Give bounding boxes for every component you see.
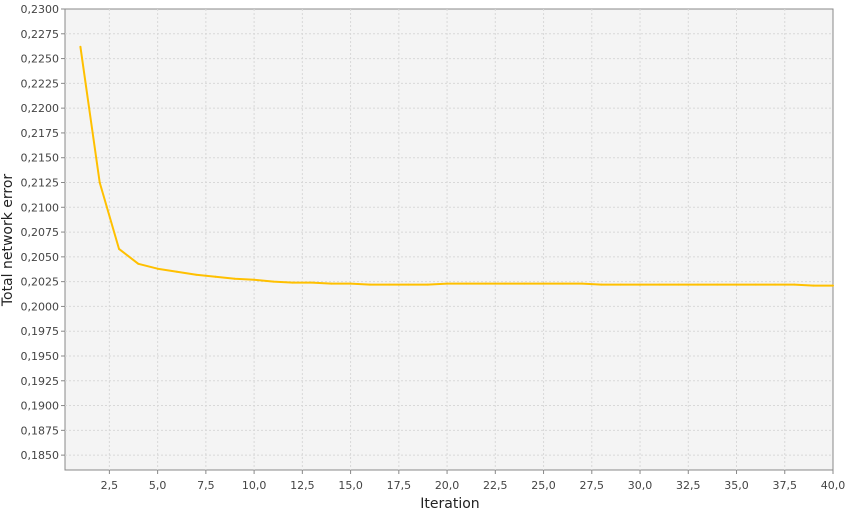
x-tick-label: 22,5 bbox=[483, 479, 508, 492]
y-tick-label: 0,1875 bbox=[21, 424, 60, 437]
y-tick-label: 0,1950 bbox=[21, 350, 60, 363]
data-point bbox=[137, 262, 140, 265]
y-tick-label: 0,2150 bbox=[21, 152, 60, 165]
y-tick-label: 0,2025 bbox=[21, 276, 60, 289]
x-tick-label: 10,0 bbox=[242, 479, 267, 492]
data-point bbox=[349, 282, 352, 285]
data-point bbox=[619, 283, 622, 286]
data-point bbox=[504, 282, 506, 285]
x-tick-label: 25,0 bbox=[531, 479, 556, 492]
y-tick-label: 0,2225 bbox=[21, 77, 60, 90]
x-axis-ticks: 2,5 5,0 7,5 10,0 12,5 15,0 17,5 20,0 22,5 25,0 27,… bbox=[101, 470, 846, 492]
y-tick-label: 0,1850 bbox=[21, 449, 60, 462]
y-axis-ticks: 0,1850 0,1875 0,1900 0,1925 0,1950 0,1975 0,20… bbox=[21, 3, 65, 462]
plot-area bbox=[64, 8, 834, 471]
data-point bbox=[523, 282, 526, 285]
data-point bbox=[195, 273, 198, 276]
data-point bbox=[658, 283, 661, 286]
data-point bbox=[214, 275, 217, 278]
data-point bbox=[175, 270, 178, 273]
x-tick-label: 37,5 bbox=[773, 479, 798, 492]
x-tick-label: 20,0 bbox=[435, 479, 460, 492]
data-point bbox=[156, 267, 159, 270]
data-point bbox=[291, 281, 294, 284]
data-point bbox=[735, 283, 738, 286]
grid-lines bbox=[65, 9, 833, 470]
data-point bbox=[696, 283, 699, 286]
data-point bbox=[407, 283, 410, 286]
x-axis-title: Iteration bbox=[420, 496, 479, 510]
y-tick-label: 0,2175 bbox=[21, 127, 60, 140]
data-point bbox=[272, 280, 275, 283]
data-point bbox=[639, 283, 641, 286]
data-point bbox=[118, 247, 120, 250]
x-tick-label: 7,5 bbox=[197, 479, 215, 492]
data-point bbox=[716, 283, 719, 286]
y-tick-label: 0,2100 bbox=[21, 201, 60, 214]
y-tick-label: 0,1975 bbox=[21, 325, 60, 338]
data-point bbox=[832, 284, 834, 287]
data-point bbox=[426, 283, 429, 286]
data-point bbox=[330, 282, 333, 285]
data-point bbox=[368, 283, 371, 286]
data-point bbox=[677, 283, 680, 286]
data-point bbox=[79, 45, 82, 48]
series-group bbox=[79, 45, 834, 287]
y-tick-label: 0,2200 bbox=[21, 102, 60, 115]
data-point bbox=[812, 284, 815, 287]
data-point bbox=[388, 283, 391, 286]
x-tick-label: 5,0 bbox=[149, 479, 167, 492]
data-point bbox=[98, 181, 101, 184]
x-tick-label: 40,0 bbox=[821, 479, 846, 492]
data-point bbox=[446, 282, 449, 285]
data-point bbox=[581, 282, 584, 285]
x-tick-label: 32,5 bbox=[676, 479, 701, 492]
data-point bbox=[561, 282, 564, 285]
data-point bbox=[484, 282, 487, 285]
y-tick-label: 0,2000 bbox=[21, 300, 60, 313]
series-line bbox=[79, 46, 833, 287]
y-tick-label: 0,2300 bbox=[21, 3, 60, 16]
y-tick-label: 0,2125 bbox=[21, 176, 60, 189]
x-tick-label: 27,5 bbox=[580, 479, 605, 492]
y-axis-title: Total network error bbox=[0, 174, 16, 308]
data-point bbox=[542, 282, 545, 285]
x-tick-label: 30,0 bbox=[628, 479, 653, 492]
data-point bbox=[465, 282, 468, 285]
data-point bbox=[253, 278, 256, 281]
y-tick-label: 0,1925 bbox=[21, 375, 60, 388]
y-tick-label: 0,2075 bbox=[21, 226, 60, 239]
data-point bbox=[754, 283, 757, 286]
y-tick-label: 0,2250 bbox=[21, 53, 60, 66]
x-tick-label: 2,5 bbox=[101, 479, 119, 492]
x-tick-label: 35,0 bbox=[724, 479, 749, 492]
data-point bbox=[774, 283, 777, 286]
x-tick-label: 17,5 bbox=[387, 479, 412, 492]
x-tick-label: 15,0 bbox=[338, 479, 363, 492]
y-tick-label: 0,2275 bbox=[21, 28, 60, 41]
data-point bbox=[793, 283, 796, 286]
y-tick-label: 0,1900 bbox=[21, 400, 60, 413]
data-point bbox=[311, 281, 313, 284]
y-tick-label: 0,2050 bbox=[21, 251, 60, 264]
data-point bbox=[600, 283, 603, 286]
data-point bbox=[233, 277, 236, 280]
x-tick-label: 12,5 bbox=[290, 479, 315, 492]
